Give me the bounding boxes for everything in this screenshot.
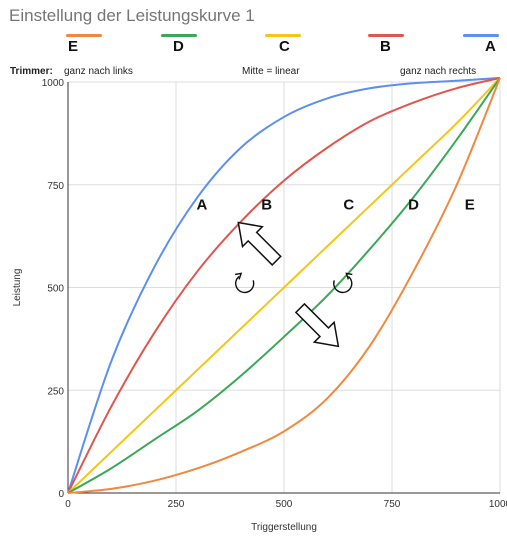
- x-tick-label: 1000: [489, 499, 507, 510]
- legend-label: D: [173, 38, 184, 55]
- legend-label: C: [279, 38, 290, 55]
- curve-label-a: A: [196, 196, 207, 213]
- series-line-c: [67, 77, 501, 494]
- series-line-a: [67, 76, 501, 494]
- trimmer-label: Trimmer:: [10, 66, 53, 77]
- chart-title: Einstellung der Leistungskurve 1: [9, 6, 255, 25]
- legend-swatch: [265, 34, 301, 37]
- series-line-d: [67, 77, 501, 494]
- trimmer-middle-text: Mitte = linear: [242, 66, 300, 77]
- rotate-counterclockwise-icon: [333, 272, 353, 294]
- legend-label: B: [380, 38, 391, 55]
- curve-label-c: C: [343, 196, 354, 213]
- legend-swatch: [66, 34, 102, 37]
- legend-label: A: [485, 38, 496, 55]
- series-line-e: [67, 77, 501, 494]
- y-tick-label: 750: [47, 181, 64, 192]
- curve-label-e: E: [465, 196, 475, 213]
- legend-swatch: [463, 34, 499, 37]
- arrow-up-left-icon: [237, 221, 282, 266]
- y-tick-label: 0: [58, 489, 64, 500]
- y-tick-label: 1000: [42, 78, 65, 89]
- y-tick-label: 500: [47, 284, 64, 295]
- arrow-shape: [237, 221, 282, 266]
- x-axis-label: Triggerstellung: [251, 522, 317, 533]
- x-tick-label: 250: [168, 499, 185, 510]
- rotate-clockwise-icon: [234, 272, 255, 294]
- curve-label-b: B: [261, 196, 272, 213]
- y-tick-label: 250: [47, 386, 64, 397]
- curve-label-d: D: [408, 196, 419, 213]
- arrow-shape: [294, 302, 340, 348]
- legend-swatch: [161, 34, 197, 37]
- legend-label: E: [68, 38, 79, 55]
- y-axis-label: Leistung: [12, 269, 23, 307]
- x-tick-label: 750: [384, 499, 401, 510]
- legend-swatch: [368, 34, 404, 37]
- x-tick-label: 0: [65, 499, 71, 510]
- trimmer-right-text: ganz nach rechts: [400, 66, 477, 77]
- x-tick-label: 500: [276, 499, 293, 510]
- trimmer-left-text: ganz nach links: [64, 66, 133, 77]
- arrow-down-right-icon: [294, 302, 340, 348]
- series-line-b: [67, 76, 501, 494]
